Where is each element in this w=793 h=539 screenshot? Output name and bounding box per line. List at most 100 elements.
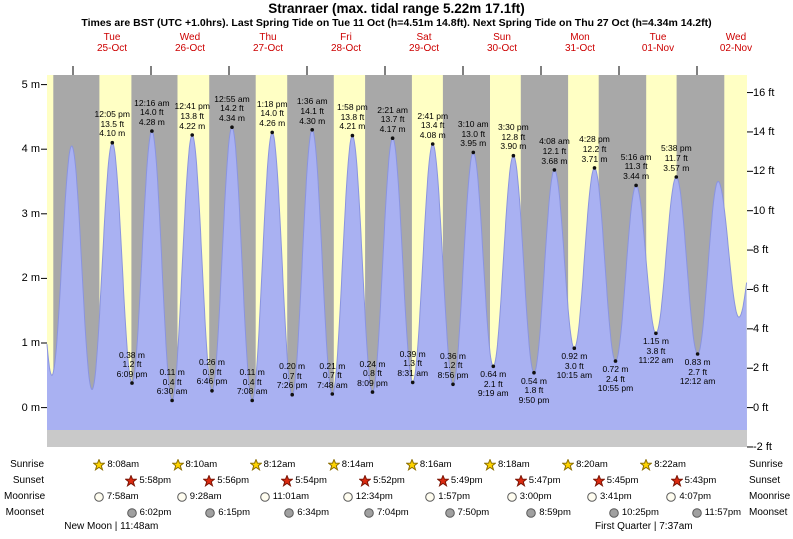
sunset-star-icon bbox=[359, 475, 372, 487]
low-tide-marker-dot bbox=[170, 398, 174, 403]
high-tide-marker-dot bbox=[592, 166, 597, 170]
high-tide-marker-dot bbox=[674, 175, 679, 179]
moonset-circle-icon bbox=[126, 508, 137, 518]
moonset-time: 11:57pm bbox=[704, 507, 742, 518]
sunset-star-icon bbox=[592, 475, 605, 487]
high-tide-marker-dot bbox=[390, 136, 395, 140]
moonrise-circle-icon bbox=[94, 492, 104, 502]
ft-axis-label: 0 ft bbox=[753, 401, 769, 414]
ft-axis-label: 8 ft bbox=[753, 244, 769, 257]
moon-phase-note: New Moon | 11:48am bbox=[64, 521, 159, 532]
sunrise-time: 8:12am bbox=[263, 459, 296, 470]
low-tide-label: 0.39 m 1.3 ft 8:31 am bbox=[397, 348, 429, 379]
sunrise-time: 8:16am bbox=[419, 459, 452, 470]
high-tide-label: 1:18 pm 14.0 ft 4.26 m bbox=[256, 98, 288, 129]
moonrise-circle-icon bbox=[666, 492, 677, 502]
sunset-time: 5:52pm bbox=[373, 475, 405, 486]
sunset-time: 5:58pm bbox=[139, 475, 172, 486]
low-tide-marker-dot bbox=[210, 389, 214, 393]
high-tide-label: 2:21 am 13.7 ft 4.17 m bbox=[377, 104, 408, 134]
sunrise-time: 8:22am bbox=[654, 459, 686, 470]
sunrise-star-icon bbox=[562, 459, 575, 471]
high-tide-label: 12:05 pm 13.5 ft 4.10 m bbox=[94, 109, 130, 139]
moonrise-circle-icon bbox=[259, 492, 270, 502]
moonrise-row-label-right: Moonrise bbox=[749, 491, 791, 502]
ft-axis-label: 12 ft bbox=[753, 165, 775, 178]
moonset-circle-icon bbox=[205, 508, 216, 518]
high-tide-marker-dot bbox=[270, 130, 275, 135]
below-datum-strip bbox=[47, 430, 747, 447]
low-tide-label: 0.11 m 0.4 ft 7:08 am bbox=[236, 366, 268, 397]
moonrise-time: 7:58am bbox=[106, 491, 139, 502]
high-tide-label: 3:10 am 13.0 ft 3.95 m bbox=[457, 118, 489, 149]
moonrise-circle-icon bbox=[506, 492, 517, 502]
sunrise-star-icon bbox=[93, 459, 106, 471]
moonset-circle-icon bbox=[609, 508, 619, 518]
low-tide-marker-dot bbox=[695, 352, 700, 356]
high-tide-label: 1:36 am 14.1 ft 4.30 m bbox=[296, 96, 328, 126]
low-tide-marker-dot bbox=[130, 381, 134, 385]
sunset-time: 5:49pm bbox=[450, 475, 483, 486]
moonset-time: 6:15pm bbox=[218, 507, 250, 518]
tide-curve-line bbox=[46, 126, 748, 402]
low-tide-label: 0.92 m 3.0 ft 10:15 am bbox=[556, 351, 593, 381]
sunrise-time: 8:10am bbox=[185, 459, 218, 470]
sunrise-star-icon bbox=[327, 459, 340, 471]
low-tide-label: 0.20 m 0.7 ft 7:26 pm bbox=[276, 361, 308, 391]
ft-axis-label: 14 ft bbox=[753, 125, 775, 138]
high-tide-label: 2:41 pm 13.4 ft 4.08 m bbox=[417, 110, 449, 140]
high-tide-marker-dot bbox=[150, 129, 154, 133]
moonset-circle-icon bbox=[609, 508, 619, 518]
high-tide-marker-dot bbox=[310, 128, 315, 132]
chart-title: Stranraer (max. tidal range 5.22m 17.1ft… bbox=[268, 1, 525, 16]
low-tide-label: 0.83 m 2.7 ft 12:12 am bbox=[679, 356, 716, 387]
sunset-row-label-left: Sunset bbox=[12, 475, 44, 486]
high-tide-label: 12:55 am 14.2 ft 4.34 m bbox=[214, 93, 250, 123]
daylight-band bbox=[47, 75, 54, 430]
moonrise-time: 12:34pm bbox=[355, 491, 393, 502]
sunset-time: 5:47pm bbox=[528, 475, 561, 486]
low-tide-label: 0.26 m 0.9 ft 6:46 pm bbox=[196, 357, 228, 387]
sunrise-star-icon bbox=[405, 459, 418, 471]
sunset-time: 5:43pm bbox=[684, 475, 717, 486]
high-tide-marker-dot bbox=[110, 140, 115, 145]
sunset-star-icon bbox=[436, 475, 449, 487]
m-axis-label: 1 m bbox=[21, 337, 40, 349]
high-tide-label: 12:41 pm 13.8 ft 4.22 m bbox=[174, 101, 210, 131]
sunset-star-icon bbox=[125, 475, 138, 487]
sunset-star-icon bbox=[514, 475, 527, 487]
day-label: Fri 28-Oct bbox=[330, 32, 361, 54]
moonset-circle-icon bbox=[364, 508, 374, 518]
moonrise-circle-icon bbox=[176, 492, 187, 502]
moonrise-time: 1:57pm bbox=[438, 491, 470, 502]
high-tide-label: 12:16 am 14.0 ft 4.28 m bbox=[134, 97, 170, 127]
moonset-time: 7:50pm bbox=[457, 507, 490, 518]
moonrise-circle-icon bbox=[425, 492, 436, 502]
high-tide-marker-dot bbox=[552, 168, 557, 172]
sunset-star-icon bbox=[670, 475, 683, 487]
sunset-time: 5:45pm bbox=[606, 475, 639, 486]
high-tide-marker-dot bbox=[471, 150, 476, 155]
high-tide-marker-dot bbox=[230, 125, 234, 129]
day-label: Wed 26-Oct bbox=[174, 32, 205, 54]
low-tide-label: 0.36 m 1.2 ft 8:56 pm bbox=[437, 350, 469, 381]
tide-curve-plot bbox=[41, 66, 753, 448]
ft-axis-label: 16 ft bbox=[753, 86, 775, 99]
low-tide-marker-dot bbox=[451, 382, 455, 387]
moon-phase-note: First Quarter | 7:37am bbox=[594, 521, 693, 532]
high-tide-label: 4:28 pm 12.2 ft 3.71 m bbox=[579, 134, 610, 164]
ft-axis-label: 2 ft bbox=[753, 362, 769, 375]
moonrise-circle-icon bbox=[666, 492, 677, 502]
moonrise-time: 3:41pm bbox=[600, 491, 632, 502]
low-tide-marker-dot bbox=[613, 359, 618, 363]
sunset-star-icon bbox=[592, 475, 605, 487]
low-tide-marker-dot bbox=[330, 392, 335, 396]
sunset-star-icon bbox=[125, 475, 138, 487]
m-axis-label: 3 m bbox=[21, 207, 40, 220]
day-label: Thu 27-Oct bbox=[252, 32, 283, 54]
day-label: Wed 02-Nov bbox=[719, 32, 753, 54]
sunset-star-icon bbox=[514, 475, 527, 487]
low-tide-marker-dot bbox=[572, 346, 577, 351]
day-label: Tue 01-Nov bbox=[641, 32, 675, 54]
